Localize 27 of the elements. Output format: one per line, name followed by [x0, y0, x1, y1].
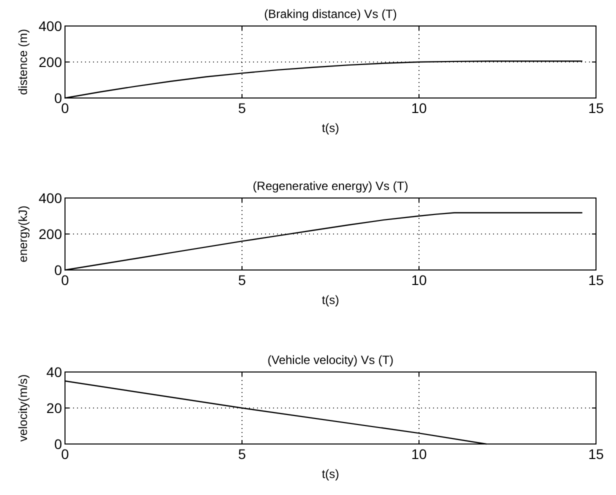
y-tick-label: 40: [46, 364, 62, 380]
y-tick-label: 400: [38, 18, 62, 34]
y-tick-label: 400: [38, 190, 62, 206]
y-tick-label: 200: [38, 54, 62, 70]
y-axis-title: energy(kJ): [16, 206, 30, 262]
y-axis-title: velocity(m/s): [16, 374, 30, 442]
y-tick-label: 0: [54, 436, 62, 452]
x-axis-title: t(s): [322, 293, 340, 307]
y-axis-title: distence (m): [16, 28, 30, 96]
x-axis-title: t(s): [322, 467, 340, 481]
x-tick-label: 15: [588, 100, 604, 116]
x-tick-label: 10: [411, 272, 427, 288]
x-tick-label: 10: [411, 446, 427, 462]
chart-title: (Braking distance) Vs (T): [264, 7, 397, 21]
y-tick-label: 0: [54, 90, 62, 106]
x-tick-label: 15: [588, 272, 604, 288]
y-tick-label: 0: [54, 262, 62, 278]
x-tick-label: 15: [588, 446, 604, 462]
y-tick-label: 20: [46, 400, 62, 416]
chart-title: (Regenerative energy) Vs (T): [252, 179, 408, 193]
chart-title: (Vehicle velocity) Vs (T): [267, 353, 394, 367]
x-tick-label: 5: [238, 272, 246, 288]
x-axis-title: t(s): [322, 121, 340, 135]
x-tick-label: 10: [411, 100, 427, 116]
x-tick-label: 5: [238, 100, 246, 116]
y-tick-label: 200: [38, 226, 62, 242]
x-tick-label: 5: [238, 446, 246, 462]
